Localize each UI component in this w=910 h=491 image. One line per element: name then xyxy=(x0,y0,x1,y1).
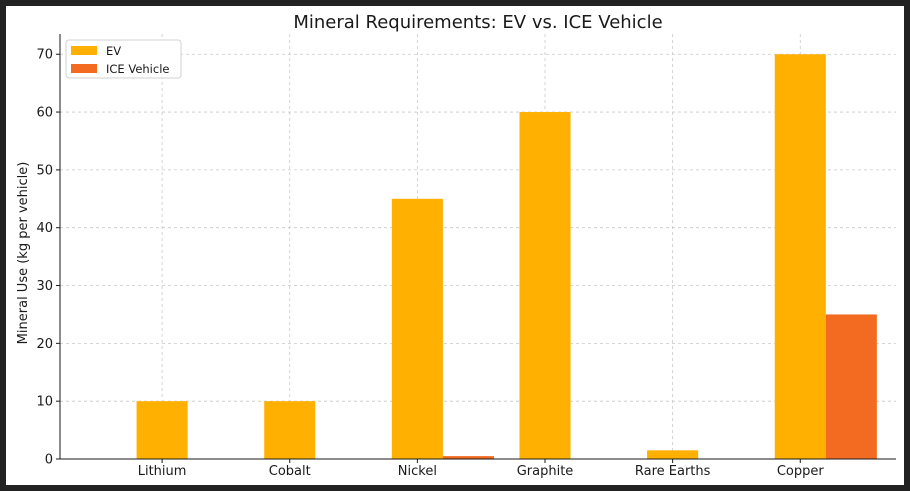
chart-frame: Lithium Cobalt Nickel Graphite Rare Earths Co… xyxy=(6,6,904,485)
x-tick-label: Graphite xyxy=(517,464,574,479)
x-tick-label: Lithium xyxy=(138,464,187,479)
grid xyxy=(60,34,896,460)
y-tick-label: 20 xyxy=(36,337,53,352)
bar-ice-vehicle-nickel xyxy=(442,456,494,459)
bar-ev-cobalt xyxy=(264,401,316,459)
bar-ev-copper xyxy=(774,54,826,459)
y-tick-label: 40 xyxy=(36,221,53,236)
legend-label: ICE Vehicle xyxy=(106,62,169,76)
legend-label: EV xyxy=(106,44,121,58)
x-tick-label: Nickel xyxy=(398,464,437,479)
y-tick-label: 30 xyxy=(36,279,53,294)
y-ticks: 0 10 20 30 40 50 60 70 xyxy=(36,48,60,468)
y-tick-label: 0 xyxy=(45,453,53,468)
x-tick-label: Rare Earths xyxy=(635,464,711,479)
axes xyxy=(59,34,896,460)
legend: EV ICE Vehicle xyxy=(65,39,182,79)
bar-ev-lithium xyxy=(136,401,188,459)
bar-ice-vehicle-copper xyxy=(825,314,877,459)
bar-chart: Lithium Cobalt Nickel Graphite Rare Earths Co… xyxy=(16,12,896,479)
bar-ev-graphite xyxy=(519,112,571,460)
x-tick-label: Copper xyxy=(777,464,825,479)
y-tick-label: 70 xyxy=(36,48,53,63)
bar-ev-nickel xyxy=(391,198,443,460)
bar-ev-rare-earths xyxy=(647,450,699,459)
y-axis-label: Mineral Use (kg per vehicle) xyxy=(16,162,31,345)
x-ticks: Lithium Cobalt Nickel Graphite Rare Earths Co… xyxy=(138,459,825,479)
y-tick-label: 10 xyxy=(36,395,53,410)
chart-title: Mineral Requirements: EV vs. ICE Vehicle xyxy=(293,12,662,33)
x-tick-label: Cobalt xyxy=(269,464,311,479)
y-tick-label: 60 xyxy=(36,106,53,121)
y-tick-label: 50 xyxy=(36,163,53,178)
bars xyxy=(136,54,877,460)
legend-swatch xyxy=(71,46,97,55)
legend-swatch xyxy=(71,64,97,73)
